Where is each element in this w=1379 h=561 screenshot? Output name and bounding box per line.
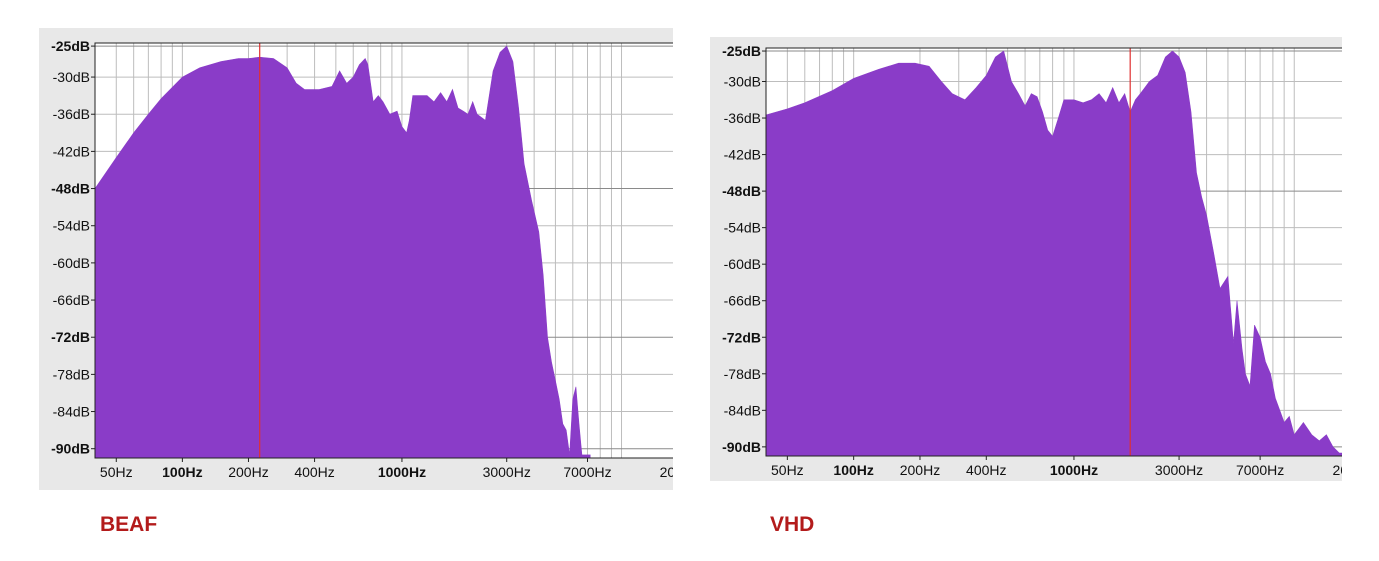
- y-tick-label: -84dB: [724, 402, 761, 418]
- x-tick-label: 200Hz: [228, 464, 268, 480]
- y-tick-label: -78dB: [53, 366, 90, 382]
- x-tick-label: 3000Hz: [1155, 462, 1203, 478]
- y-tick-label: -30dB: [53, 69, 90, 85]
- y-tick-label: -48dB: [51, 181, 90, 197]
- x-tick-label: 50Hz: [771, 462, 804, 478]
- spectrum-area-0: [765, 50, 1342, 457]
- y-tick-label: -72dB: [51, 329, 90, 345]
- x-tick-label: 100Hz: [162, 464, 202, 480]
- plot-frame: [94, 42, 673, 459]
- caption-beaf: BEAF: [100, 513, 158, 536]
- x-tick-label: 20000Hz: [660, 464, 673, 480]
- y-tick-label: -30dB: [724, 73, 761, 89]
- y-tick-label: -25dB: [51, 38, 90, 54]
- x-tick-label: 400Hz: [294, 464, 334, 480]
- y-tick-label: -36dB: [724, 110, 761, 126]
- y-tick-label: -90dB: [722, 439, 761, 455]
- y-tick-label: -42dB: [724, 147, 761, 163]
- y-tick-label: -90dB: [51, 441, 90, 457]
- spectrum-area-0: [94, 45, 591, 459]
- y-tick-label: -84dB: [53, 404, 90, 420]
- x-tick-label: 20000Hz: [1333, 462, 1342, 478]
- y-tick-label: -42dB: [53, 143, 90, 159]
- y-tick-label: -25dB: [722, 43, 761, 59]
- y-tick-label: -54dB: [53, 218, 90, 234]
- y-tick-label: -54dB: [724, 220, 761, 236]
- y-tick-label: -78dB: [724, 366, 761, 382]
- y-tick-label: -60dB: [724, 256, 761, 272]
- x-tick-label: 200Hz: [900, 462, 940, 478]
- y-tick-label: -48dB: [722, 183, 761, 199]
- spectrum-panel-vhd: -25dB -30dB -36dB -42dB -48dB -54dB -60dB -66dB…: [710, 37, 1342, 481]
- y-tick-label: -36dB: [53, 106, 90, 122]
- spectrum-panel-beaf: -25dB -30dB -36dB -42dB -48dB -54dB -60dB -66dB…: [39, 28, 673, 490]
- x-tick-label: 3000Hz: [483, 464, 531, 480]
- x-tick-label: 1000Hz: [1050, 462, 1098, 478]
- y-tick-label: -66dB: [724, 293, 761, 309]
- y-tick-label: -72dB: [722, 329, 761, 345]
- x-tick-label: 50Hz: [100, 464, 133, 480]
- plot-frame: [765, 47, 1342, 457]
- y-tick-label: -66dB: [53, 292, 90, 308]
- x-tick-label: 100Hz: [833, 462, 873, 478]
- spectrum-chart-beaf: -25dB -30dB -36dB -42dB -48dB -54dB -60dB -66dB…: [51, 38, 673, 480]
- caption-vhd: VHD: [770, 513, 815, 536]
- x-tick-label: 1000Hz: [378, 464, 426, 480]
- x-tick-label: 7000Hz: [1236, 462, 1284, 478]
- x-tick-label: 7000Hz: [563, 464, 611, 480]
- y-tick-label: -60dB: [53, 255, 90, 271]
- spectrum-chart-vhd: -25dB -30dB -36dB -42dB -48dB -54dB -60dB -66dB…: [722, 43, 1342, 478]
- x-tick-label: 400Hz: [966, 462, 1006, 478]
